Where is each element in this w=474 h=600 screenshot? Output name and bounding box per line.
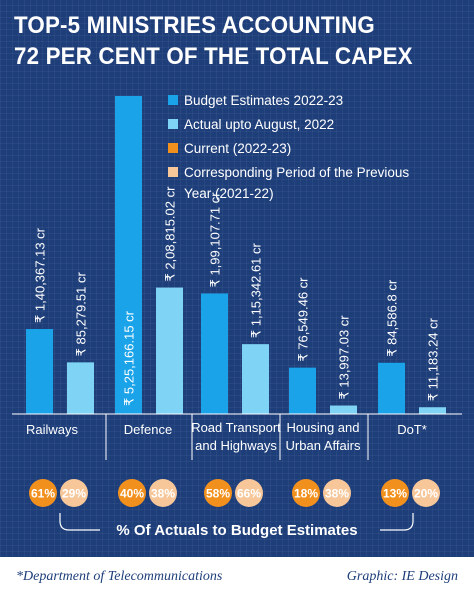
category-label: Railways [26,422,79,437]
bars: ₹ 1,40,367.13 cr ₹ 85,279.51 cr ₹ 5,25,166… [26,96,446,414]
category-label: Housing and [287,420,360,435]
percent-current-circle [292,479,320,507]
value-label-actual: ₹ 85,279.51 cr [74,272,89,357]
footnote: *Department of Telecommunications [16,569,223,584]
percent-current-label: 58% [206,487,230,501]
legend-label: Year (2021-22) [184,186,274,201]
percent-previous-circle [412,479,440,507]
legend: Budget Estimates 2022-23 Actual upto Augu… [168,93,409,201]
bracket-left [59,513,100,531]
chart-title-line-2: 72 PER CENT OF THE TOTAL CAPEX [14,43,413,70]
bar-actual [156,287,183,414]
value-label-actual: ₹ 1,15,342.61 cr [249,242,264,338]
percent-previous-circle [323,479,351,507]
category-label: and Highways [195,438,277,453]
percent-previous-label: 29% [62,487,86,501]
percent-previous-circle [235,479,263,507]
percent-row-title: % Of Actuals to Budget Estimates [116,522,357,539]
percent-current-label: 18% [294,487,318,501]
bar-actual [242,344,269,414]
percent-previous-label: 20% [414,487,438,501]
category-axis: Railways Defence Road Transport and Highway… [12,413,462,460]
percent-previous-label: 38% [151,487,175,501]
value-label-budget: ₹ 84,586.8 cr [385,279,400,357]
percent-row: 61% 29% 40% 38% 58% 66% 18% 38% 13% 20% % Of Actua… [29,479,440,539]
percent-previous-circle [149,479,177,507]
category-label: DoT* [397,422,427,437]
legend-swatch [168,119,178,129]
bar-budget-estimate [26,329,53,414]
bar-budget-estimate [115,96,142,414]
bar-budget-estimate [201,293,228,414]
category-label: Road Transport [191,420,281,435]
value-label-actual: ₹ 13,997.03 cr [337,315,352,400]
value-label-budget: ₹ 1,40,367.13 cr [33,227,48,323]
bar-actual [67,362,94,414]
legend-label: Current (2022-23) [184,141,291,156]
category-label: Defence [124,422,172,437]
percent-current-circle [118,479,146,507]
footer: *Department of Telecommunications Graphi… [0,557,474,600]
value-label-budget: ₹ 1,99,107.71 cr [208,192,223,288]
bar-actual [330,405,357,414]
percent-previous-label: 38% [325,487,349,501]
percent-current-label: 40% [120,487,144,501]
legend-label: Actual upto August, 2022 [184,117,334,132]
percent-current-label: 13% [383,487,407,501]
legend-swatch [168,167,178,177]
percent-current-circle [29,479,57,507]
legend-swatch [168,143,178,153]
legend-label: Budget Estimates 2022-23 [184,93,343,108]
value-label-actual: ₹ 11,183.24 cr [426,317,441,401]
percent-current-circle [204,479,232,507]
category-label: Urban Affairs [286,438,361,453]
chart-title-line-1: TOP-5 MINISTRIES ACCOUNTING [14,12,375,39]
percent-previous-circle [60,479,88,507]
legend-swatch [168,95,178,105]
percent-previous-label: 66% [237,487,261,501]
bar-actual [419,407,446,414]
percent-current-circle [381,479,409,507]
bracket-right [380,513,414,531]
legend-label: Corresponding Period of the Previous [184,165,409,180]
bar-budget-estimate [378,362,405,414]
credit: Graphic: IE Design [346,569,458,584]
value-label-budget: ₹ 76,549.46 cr [296,277,311,362]
percent-current-label: 61% [31,487,55,501]
bar-budget-estimate [289,367,316,414]
bar-chart: Budget Estimates 2022-23 Actual upto Augu… [12,93,462,539]
value-label-actual: ₹ 2,08,815.02 cr [163,186,178,282]
value-label-budget: ₹ 5,25,166.15 cr [122,310,137,406]
